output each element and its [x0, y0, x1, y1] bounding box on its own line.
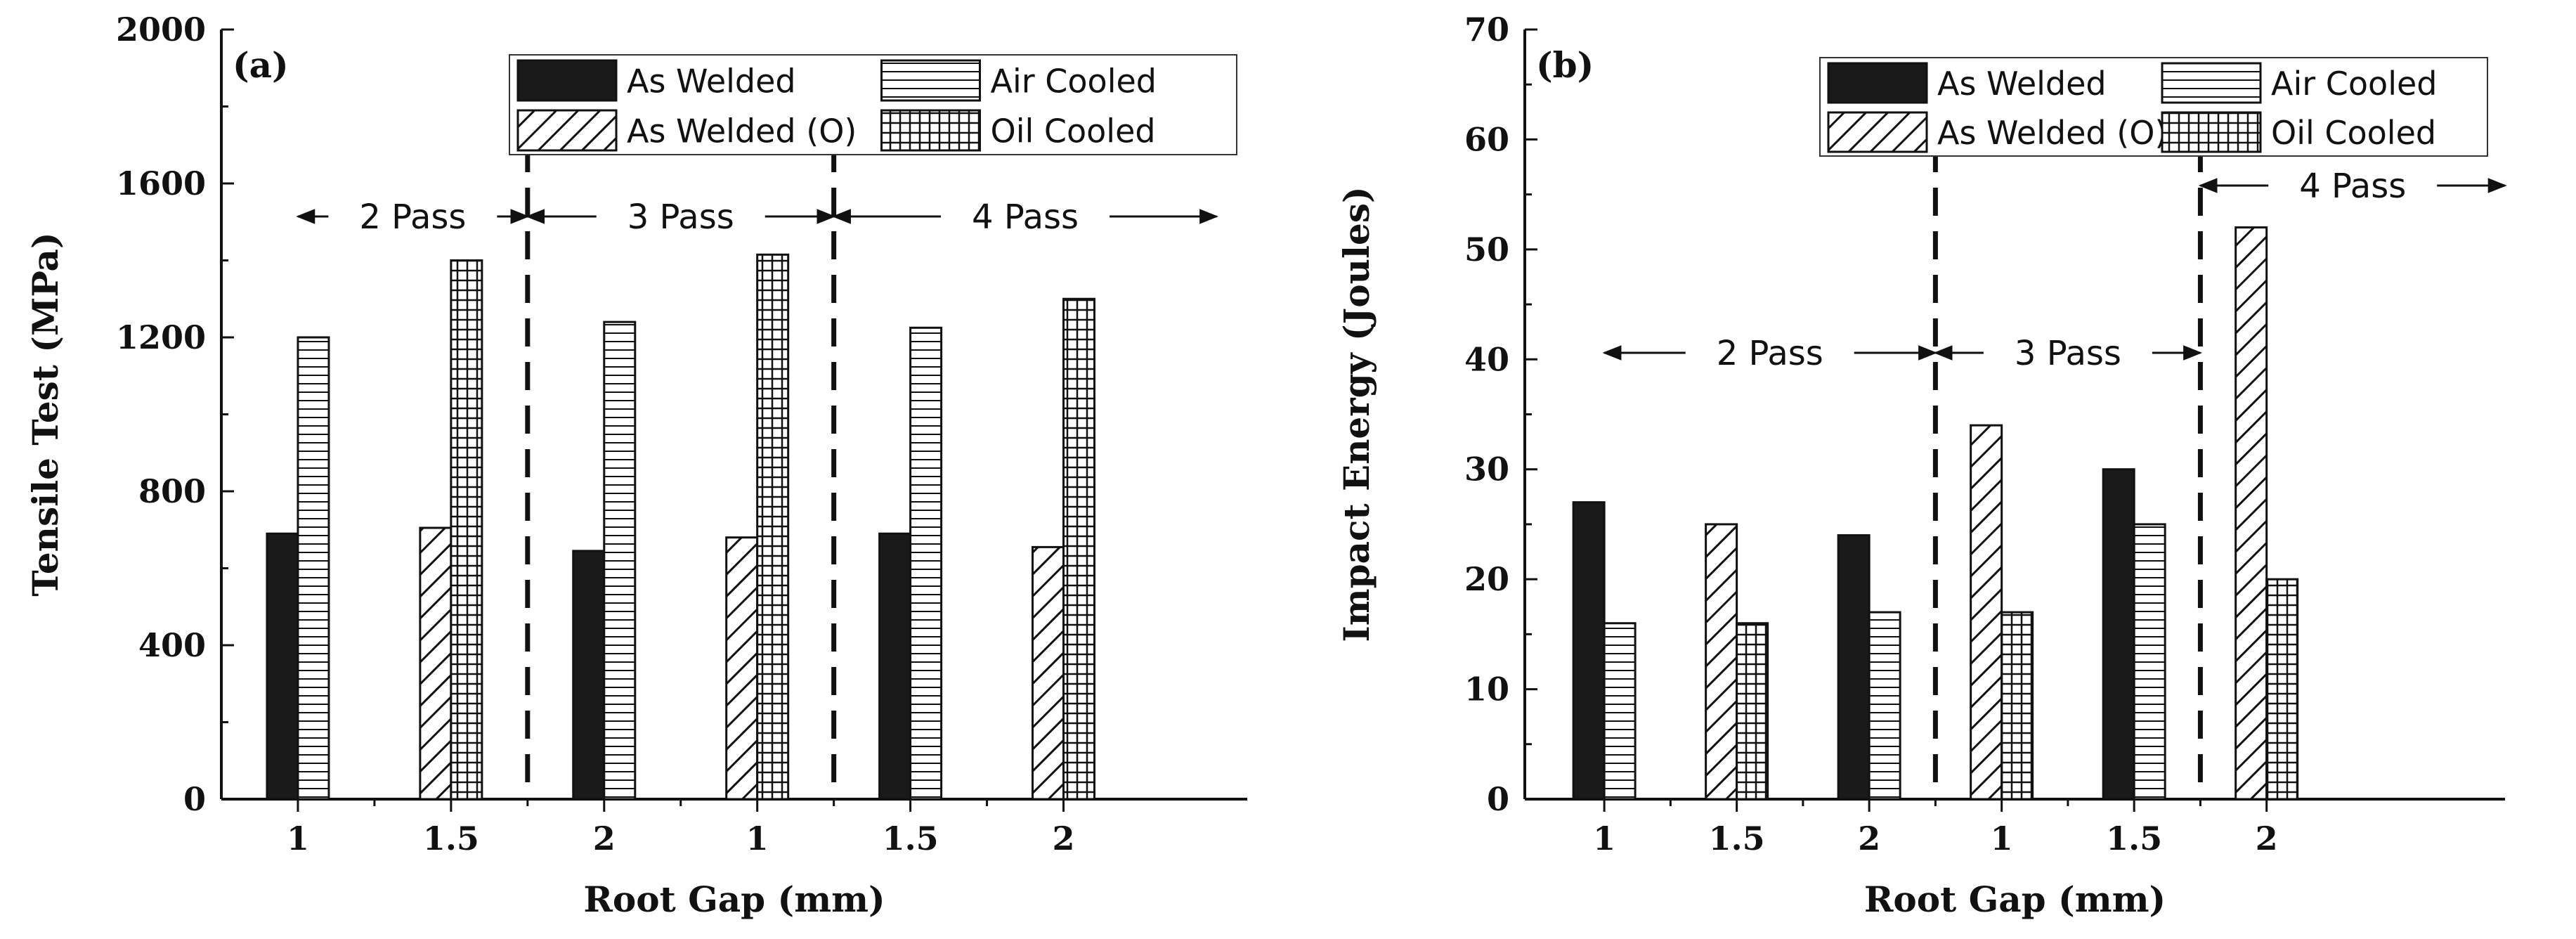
- x-tick-label: 1: [1593, 820, 1615, 857]
- x-axis-title: Root Gap (mm): [583, 879, 885, 920]
- y-tick-label: 50: [1464, 231, 1509, 268]
- legend-label-oil-cooled: Oil Cooled: [2271, 114, 2436, 152]
- bar-as-welded-o: [1705, 523, 1738, 801]
- bar-as-welded-o: [2235, 226, 2268, 801]
- pass-label: 2 Pass: [1717, 334, 1823, 373]
- legend-swatch-as-welded-o: [516, 109, 618, 152]
- bar-oil-cooled: [450, 259, 483, 801]
- pass-label: 3 Pass: [2015, 334, 2121, 373]
- legend-label-as-welded: As Welded: [627, 63, 796, 101]
- panel-label: (b): [1536, 44, 1594, 86]
- bar-air-cooled: [1868, 611, 1901, 801]
- legend-swatch-air-cooled: [880, 59, 981, 102]
- y-tick-label: 0: [183, 780, 206, 818]
- y-tick-label: 800: [138, 472, 206, 510]
- panel-label: (a): [233, 44, 289, 86]
- y-axis-title: Impact Energy (Joules): [1336, 186, 1377, 642]
- bar-air-cooled: [603, 320, 637, 801]
- pass-label: 4 Pass: [2299, 167, 2406, 206]
- x-tick-label: 1.5: [2106, 820, 2162, 857]
- bar-as-welded-o: [1032, 545, 1065, 801]
- pass-label: 2 Pass: [359, 197, 466, 237]
- pass-label: 3 Pass: [627, 197, 734, 237]
- bar-oil-cooled: [756, 253, 790, 801]
- legend-frame: [509, 54, 1237, 155]
- x-tick-label: 1: [287, 820, 309, 857]
- bar-as-welded-o: [1970, 424, 2003, 801]
- bar-air-cooled: [297, 336, 330, 801]
- bar-as-welded: [1572, 501, 1606, 801]
- bar-as-welded-o: [725, 536, 759, 801]
- y-tick-label: 20: [1464, 560, 1509, 598]
- panel-b: 0 10 20 30 40 50 60 70 1 1.5 2 1 1.5 2 2 Pass 3 Pass 4 P…: [1336, 11, 2507, 920]
- legend-swatch-oil-cooled: [880, 109, 981, 152]
- bar-as-welded: [266, 532, 299, 801]
- x-tick-label: 1: [746, 820, 769, 857]
- x-tick-label: 1.5: [883, 820, 939, 857]
- bar-oil-cooled: [1062, 297, 1096, 801]
- legend-label-air-cooled: Air Cooled: [991, 63, 1157, 101]
- bar-as-welded: [572, 550, 606, 801]
- y-tick-label: 40: [1464, 340, 1509, 378]
- legend-label-air-cooled: Air Cooled: [2271, 65, 2437, 103]
- legend-swatch-oil-cooled: [2161, 111, 2262, 153]
- legend-swatch-as-welded-o: [1827, 111, 1928, 153]
- y-tick-label: 1200: [116, 318, 206, 356]
- legend-label-as-welded: As Welded: [1937, 65, 2107, 103]
- bar-as-welded: [878, 532, 912, 801]
- bar-oil-cooled: [1736, 622, 1769, 801]
- legend-label-as-welded-o: As Welded (O): [627, 112, 857, 150]
- y-tick-label: 70: [1464, 11, 1509, 48]
- x-tick-label: 2: [593, 820, 616, 857]
- legend: As Welded Air Cooled As Welded (O) Oil Cool…: [509, 54, 1237, 155]
- bar-air-cooled: [2133, 523, 2166, 801]
- y-tick-label: 1600: [116, 164, 206, 202]
- y-tick-label: 2000: [116, 11, 206, 48]
- bar-as-welded: [2102, 468, 2135, 801]
- y-tick-label: 30: [1464, 451, 1509, 488]
- legend-swatch-air-cooled: [2161, 62, 2262, 104]
- legend-label-as-welded-o: As Welded (O): [1937, 114, 2167, 152]
- x-tick-label: 1.5: [1709, 820, 1765, 857]
- x-tick-label: 2: [2256, 820, 2278, 857]
- x-tick-label: 1.5: [423, 820, 479, 857]
- x-tick-label: 2: [1052, 820, 1074, 857]
- legend: As Welded Air Cooled As Welded (O) Oil Cool…: [1819, 57, 2488, 157]
- bar-oil-cooled: [2265, 578, 2299, 801]
- bar-air-cooled: [1603, 622, 1637, 801]
- y-axis-title: Tensile Test (MPa): [25, 232, 66, 596]
- legend-label-oil-cooled: Oil Cooled: [991, 112, 1156, 150]
- y-tick-label: 400: [138, 626, 206, 664]
- bar-as-welded: [1837, 534, 1871, 801]
- legend-frame: [1819, 57, 2488, 157]
- bar-as-welded-o: [419, 526, 453, 801]
- bar-oil-cooled: [2001, 611, 2034, 801]
- y-tick-label: 10: [1464, 671, 1509, 708]
- panel-a: 0 400 800 1200 1600 2000 1 1.5 2 1 1.5 2 2 Pass 3 Pas…: [25, 11, 1247, 920]
- x-tick-label: 2: [1858, 820, 1880, 857]
- legend-swatch-as-welded: [1827, 62, 1928, 104]
- pass-label: 4 Pass: [972, 197, 1079, 237]
- x-axis-title: Root Gap (mm): [1864, 879, 2166, 920]
- y-tick-label: 0: [1487, 780, 1509, 818]
- legend-swatch-as-welded: [516, 59, 618, 102]
- y-tick-label: 60: [1464, 120, 1509, 158]
- x-tick-label: 1: [1991, 820, 2013, 857]
- bar-air-cooled: [909, 326, 943, 801]
